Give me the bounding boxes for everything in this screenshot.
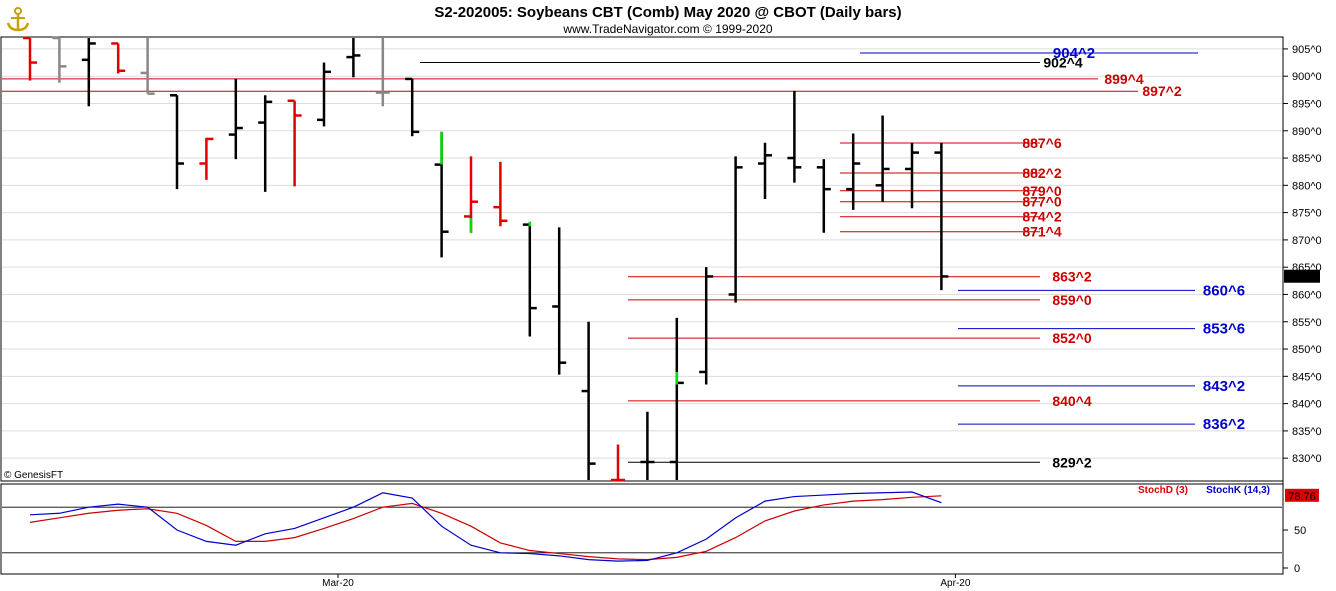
price-tick-label: 855^0 bbox=[1292, 317, 1322, 329]
level-label: 840^4 bbox=[1052, 393, 1092, 409]
last-price-label: 863^2 bbox=[1287, 272, 1317, 284]
price-tick-label: 845^0 bbox=[1292, 371, 1322, 383]
logo-anchor-icon bbox=[4, 5, 32, 33]
ohlc-bar bbox=[346, 38, 361, 78]
ohlc-bar bbox=[846, 133, 861, 210]
level-label: 882^2 bbox=[1022, 165, 1062, 181]
ohlc-bar bbox=[493, 161, 508, 227]
stoch-d-line bbox=[29, 495, 942, 561]
chart-subtitle: www.TradeNavigator.com © 1999-2020 bbox=[562, 22, 772, 36]
stoch-k-line bbox=[29, 491, 942, 562]
level-label: 879^0 bbox=[1022, 183, 1062, 199]
ohlc-bar bbox=[405, 77, 420, 137]
level-label: 836^2 bbox=[1203, 416, 1245, 433]
price-tick-label: 860^0 bbox=[1292, 289, 1322, 301]
price-tick-label: 835^0 bbox=[1292, 426, 1322, 438]
level-label: 859^0 bbox=[1052, 292, 1092, 308]
price-tick-label: 900^0 bbox=[1292, 71, 1322, 83]
chart-title: S2-202005: Soybeans CBT (Comb) May 2020 … bbox=[434, 4, 901, 21]
price-grid bbox=[2, 48, 1282, 459]
ohlc-bar bbox=[611, 444, 625, 482]
level-label: 852^0 bbox=[1052, 330, 1092, 346]
level-label: 904^2 bbox=[1053, 45, 1095, 62]
ohlc-bar bbox=[875, 115, 890, 202]
x-tick-label: Mar-20 bbox=[322, 578, 354, 589]
ohlc-bar bbox=[905, 142, 919, 209]
stoch-tick-label: 50 bbox=[1294, 525, 1306, 537]
stoch-tick-label: 0 bbox=[1294, 563, 1300, 575]
level-label: 863^2 bbox=[1052, 269, 1092, 285]
stoch-grid bbox=[2, 506, 1282, 554]
ohlc-bar bbox=[581, 321, 596, 480]
price-tick-label: 890^0 bbox=[1292, 126, 1322, 138]
last-price-box bbox=[1284, 269, 1320, 283]
x-tick-label: Apr-20 bbox=[940, 578, 970, 589]
price-tick-label: 850^0 bbox=[1292, 344, 1322, 356]
ohlc-bar bbox=[199, 137, 214, 180]
stoch-last-label: 78.76 bbox=[1288, 491, 1316, 503]
ohlc-bar bbox=[111, 42, 126, 74]
level-label: 897^2 bbox=[1142, 83, 1182, 99]
x-axis: Mar-20 Apr-20 bbox=[322, 574, 971, 589]
ohlc-bar bbox=[23, 36, 37, 81]
stoch-d-legend: StochD (3) bbox=[1138, 485, 1188, 496]
level-label: 899^4 bbox=[1104, 71, 1144, 87]
stoch-k-legend: StochK (14,3) bbox=[1206, 485, 1270, 496]
last-price-marker: 863^2 bbox=[1284, 269, 1320, 284]
stoch-lines: 78.76 bbox=[29, 488, 1319, 562]
level-label: 871^4 bbox=[1022, 224, 1062, 240]
level-label: 887^6 bbox=[1022, 135, 1062, 151]
ohlc-bar bbox=[640, 411, 655, 480]
ohlc-bar bbox=[699, 267, 714, 385]
ohlc-bar bbox=[728, 156, 743, 303]
ohlc-bar bbox=[81, 38, 96, 107]
price-bars bbox=[23, 36, 949, 482]
level-lines bbox=[2, 52, 1198, 463]
ohlc-bar bbox=[170, 94, 184, 190]
ohlc-bar bbox=[522, 221, 537, 337]
level-label: 902^4 bbox=[1043, 55, 1083, 71]
stoch-axis: 0 50 bbox=[1283, 525, 1306, 575]
ohlc-bar bbox=[758, 142, 772, 199]
level-label: 853^6 bbox=[1203, 321, 1245, 338]
price-tick-label: 895^0 bbox=[1292, 98, 1322, 110]
price-tick-label: 840^0 bbox=[1292, 399, 1322, 411]
stoch-last-box bbox=[1285, 488, 1319, 502]
stoch-legend: StochD (3) StochK (14,3) bbox=[1138, 485, 1270, 496]
price-tick-label: 875^0 bbox=[1292, 208, 1322, 220]
price-axis: 830^0835^0840^0845^0850^0855^0860^0865^0… bbox=[1283, 44, 1322, 465]
level-label: 877^0 bbox=[1022, 194, 1062, 210]
ohlc-bar bbox=[816, 159, 831, 233]
level-label: 860^6 bbox=[1203, 282, 1245, 299]
ohlc-bar bbox=[934, 142, 949, 291]
ohlc-bar bbox=[228, 78, 243, 160]
level-label: 843^2 bbox=[1203, 378, 1245, 395]
level-label: 829^2 bbox=[1052, 454, 1092, 470]
ohlc-bar bbox=[140, 38, 155, 95]
price-tick-label: 830^0 bbox=[1292, 453, 1322, 465]
ohlc-bar bbox=[375, 38, 390, 107]
copyright-label: © GenesisFT bbox=[4, 470, 63, 481]
price-tick-label: 870^0 bbox=[1292, 235, 1322, 247]
ohlc-bar bbox=[669, 317, 684, 480]
ohlc-bar bbox=[787, 90, 802, 183]
ohlc-bar bbox=[287, 99, 302, 187]
price-tick-label: 880^0 bbox=[1292, 180, 1322, 192]
price-tick-label: 885^0 bbox=[1292, 153, 1322, 165]
ohlc-bar bbox=[258, 95, 273, 192]
ohlc-bar bbox=[552, 227, 567, 375]
ohlc-bar bbox=[317, 62, 331, 127]
ohlc-bar bbox=[52, 36, 67, 83]
price-tick-label: 905^0 bbox=[1292, 44, 1322, 56]
level-label: 874^2 bbox=[1022, 209, 1062, 225]
